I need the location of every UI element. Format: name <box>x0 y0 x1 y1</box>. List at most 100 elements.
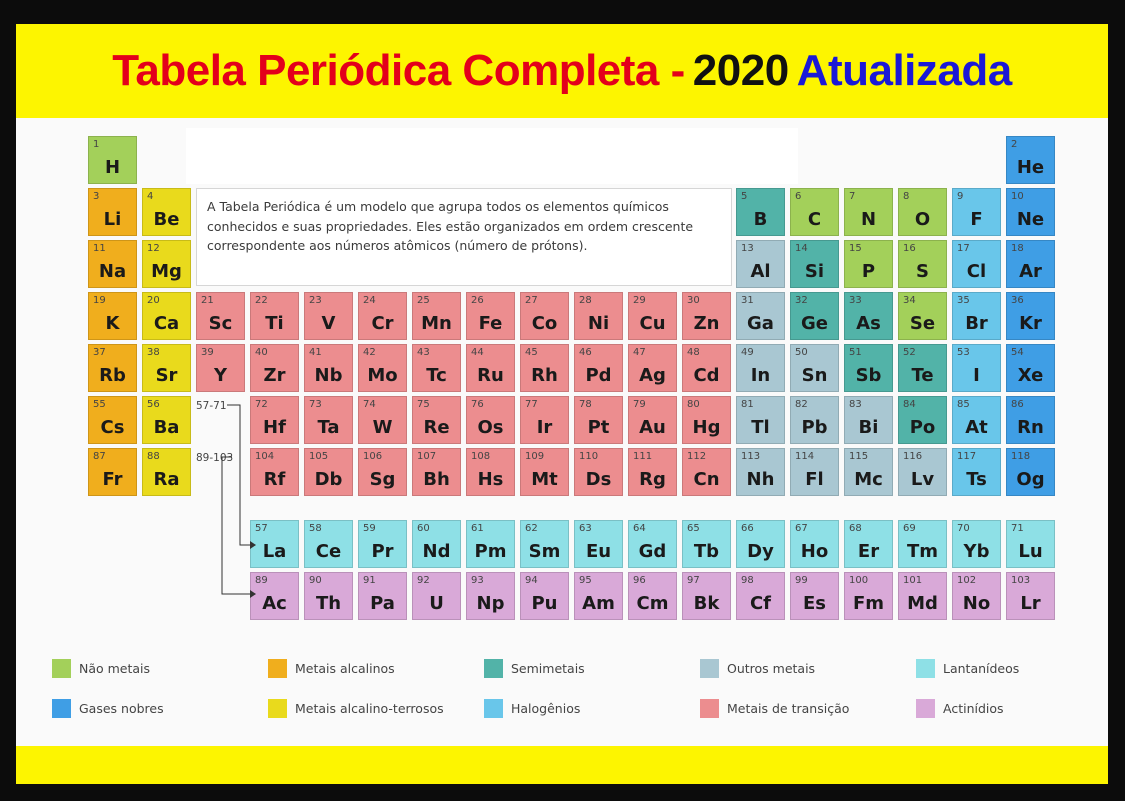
element-cell-tb[interactable]: 65 Tb <box>682 520 731 568</box>
element-cell-mt[interactable]: 109 Mt <box>520 448 569 496</box>
element-cell-au[interactable]: 79 Au <box>628 396 677 444</box>
element-cell-eu[interactable]: 63 Eu <box>574 520 623 568</box>
element-cell-zr[interactable]: 40 Zr <box>250 344 299 392</box>
element-cell-y[interactable]: 39 Y <box>196 344 245 392</box>
element-cell-nb[interactable]: 41 Nb <box>304 344 353 392</box>
element-cell-nd[interactable]: 60 Nd <box>412 520 461 568</box>
element-cell-ge[interactable]: 32 Ge <box>790 292 839 340</box>
element-cell-gd[interactable]: 64 Gd <box>628 520 677 568</box>
element-cell-pd[interactable]: 46 Pd <box>574 344 623 392</box>
element-cell-he[interactable]: 2 He <box>1006 136 1055 184</box>
element-cell-ce[interactable]: 58 Ce <box>304 520 353 568</box>
element-cell-la[interactable]: 57 La <box>250 520 299 568</box>
element-cell-lr[interactable]: 103 Lr <box>1006 572 1055 620</box>
element-cell-na[interactable]: 11 Na <box>88 240 137 288</box>
element-cell-hg[interactable]: 80 Hg <box>682 396 731 444</box>
element-cell-sg[interactable]: 106 Sg <box>358 448 407 496</box>
element-cell-co[interactable]: 27 Co <box>520 292 569 340</box>
element-cell-cs[interactable]: 55 Cs <box>88 396 137 444</box>
element-cell-os[interactable]: 76 Os <box>466 396 515 444</box>
element-cell-ni[interactable]: 28 Ni <box>574 292 623 340</box>
element-cell-og[interactable]: 118 Og <box>1006 448 1055 496</box>
element-cell-br[interactable]: 35 Br <box>952 292 1001 340</box>
element-cell-pa[interactable]: 91 Pa <box>358 572 407 620</box>
element-cell-xe[interactable]: 54 Xe <box>1006 344 1055 392</box>
element-cell-bh[interactable]: 107 Bh <box>412 448 461 496</box>
element-cell-se[interactable]: 34 Se <box>898 292 947 340</box>
element-cell-bi[interactable]: 83 Bi <box>844 396 893 444</box>
element-cell-mo[interactable]: 42 Mo <box>358 344 407 392</box>
element-cell-hs[interactable]: 108 Hs <box>466 448 515 496</box>
element-cell-fm[interactable]: 100 Fm <box>844 572 893 620</box>
element-cell-s[interactable]: 16 S <box>898 240 947 288</box>
element-cell-fe[interactable]: 26 Fe <box>466 292 515 340</box>
element-cell-ho[interactable]: 67 Ho <box>790 520 839 568</box>
element-cell-ta[interactable]: 73 Ta <box>304 396 353 444</box>
element-cell-er[interactable]: 68 Er <box>844 520 893 568</box>
element-cell-at[interactable]: 85 At <box>952 396 1001 444</box>
element-cell-sc[interactable]: 21 Sc <box>196 292 245 340</box>
element-cell-cd[interactable]: 48 Cd <box>682 344 731 392</box>
element-cell-no[interactable]: 102 No <box>952 572 1001 620</box>
element-cell-np[interactable]: 93 Np <box>466 572 515 620</box>
element-cell-yb[interactable]: 70 Yb <box>952 520 1001 568</box>
element-cell-lu[interactable]: 71 Lu <box>1006 520 1055 568</box>
element-cell-rb[interactable]: 37 Rb <box>88 344 137 392</box>
element-cell-ti[interactable]: 22 Ti <box>250 292 299 340</box>
element-cell-ac[interactable]: 89 Ac <box>250 572 299 620</box>
element-cell-fr[interactable]: 87 Fr <box>88 448 137 496</box>
element-cell-pb[interactable]: 82 Pb <box>790 396 839 444</box>
element-cell-rg[interactable]: 111 Rg <box>628 448 677 496</box>
element-cell-cn[interactable]: 112 Cn <box>682 448 731 496</box>
element-cell-tc[interactable]: 43 Tc <box>412 344 461 392</box>
element-cell-cm[interactable]: 96 Cm <box>628 572 677 620</box>
element-cell-cf[interactable]: 98 Cf <box>736 572 785 620</box>
element-cell-dy[interactable]: 66 Dy <box>736 520 785 568</box>
element-cell-ca[interactable]: 20 Ca <box>142 292 191 340</box>
element-cell-ru[interactable]: 44 Ru <box>466 344 515 392</box>
element-cell-pr[interactable]: 59 Pr <box>358 520 407 568</box>
element-cell-ir[interactable]: 77 Ir <box>520 396 569 444</box>
element-cell-es[interactable]: 99 Es <box>790 572 839 620</box>
element-cell-lv[interactable]: 116 Lv <box>898 448 947 496</box>
element-cell-cr[interactable]: 24 Cr <box>358 292 407 340</box>
element-cell-te[interactable]: 52 Te <box>898 344 947 392</box>
element-cell-pm[interactable]: 61 Pm <box>466 520 515 568</box>
element-cell-rn[interactable]: 86 Rn <box>1006 396 1055 444</box>
element-cell-cl[interactable]: 17 Cl <box>952 240 1001 288</box>
element-cell-sn[interactable]: 50 Sn <box>790 344 839 392</box>
element-cell-rh[interactable]: 45 Rh <box>520 344 569 392</box>
element-cell-u[interactable]: 92 U <box>412 572 461 620</box>
element-cell-ts[interactable]: 117 Ts <box>952 448 1001 496</box>
element-cell-ne[interactable]: 10 Ne <box>1006 188 1055 236</box>
element-cell-si[interactable]: 14 Si <box>790 240 839 288</box>
element-cell-ar[interactable]: 18 Ar <box>1006 240 1055 288</box>
element-cell-pu[interactable]: 94 Pu <box>520 572 569 620</box>
element-cell-as[interactable]: 33 As <box>844 292 893 340</box>
element-cell-kr[interactable]: 36 Kr <box>1006 292 1055 340</box>
element-cell-ra[interactable]: 88 Ra <box>142 448 191 496</box>
element-cell-mn[interactable]: 25 Mn <box>412 292 461 340</box>
element-cell-pt[interactable]: 78 Pt <box>574 396 623 444</box>
element-cell-db[interactable]: 105 Db <box>304 448 353 496</box>
element-cell-i[interactable]: 53 I <box>952 344 1001 392</box>
element-cell-fl[interactable]: 114 Fl <box>790 448 839 496</box>
element-cell-mc[interactable]: 115 Mc <box>844 448 893 496</box>
element-cell-rf[interactable]: 104 Rf <box>250 448 299 496</box>
element-cell-zn[interactable]: 30 Zn <box>682 292 731 340</box>
element-cell-al[interactable]: 13 Al <box>736 240 785 288</box>
element-cell-tl[interactable]: 81 Tl <box>736 396 785 444</box>
element-cell-po[interactable]: 84 Po <box>898 396 947 444</box>
element-cell-li[interactable]: 3 Li <box>88 188 137 236</box>
element-cell-ga[interactable]: 31 Ga <box>736 292 785 340</box>
element-cell-md[interactable]: 101 Md <box>898 572 947 620</box>
element-cell-nh[interactable]: 113 Nh <box>736 448 785 496</box>
element-cell-sr[interactable]: 38 Sr <box>142 344 191 392</box>
element-cell-cu[interactable]: 29 Cu <box>628 292 677 340</box>
element-cell-ds[interactable]: 110 Ds <box>574 448 623 496</box>
element-cell-ba[interactable]: 56 Ba <box>142 396 191 444</box>
